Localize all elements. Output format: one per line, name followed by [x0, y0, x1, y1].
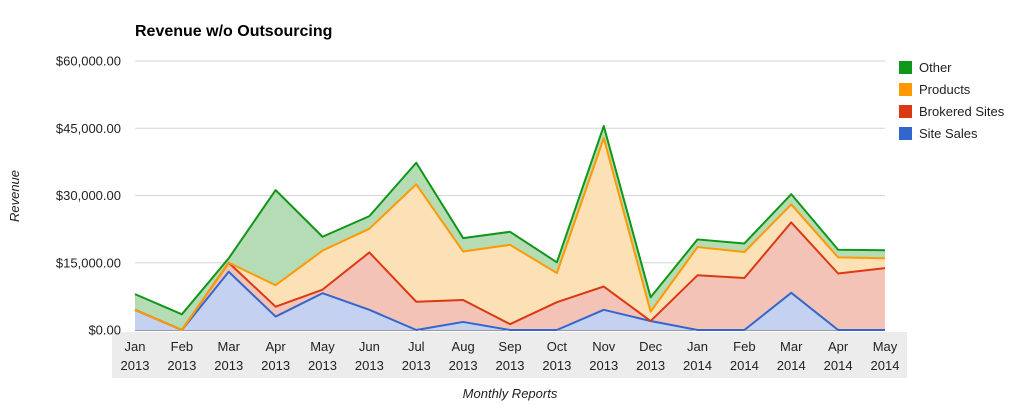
area-products: [135, 138, 885, 330]
legend-label: Site Sales: [919, 126, 978, 141]
x-tick-label-month: Mar: [780, 339, 803, 354]
x-tick-label-month: Oct: [547, 339, 568, 354]
x-tick-label-month: Mar: [218, 339, 241, 354]
area-site-sales: [135, 271, 885, 330]
x-tick-label-year: 2014: [777, 358, 806, 373]
x-axis-label-band: [112, 332, 907, 378]
x-axis-ticks: Jan 2013 Feb 2013 Mar 2013 Apr 2013 May 2013 Jun 20…: [121, 339, 900, 373]
x-tick-label-month: Jan: [125, 339, 146, 354]
y-tick-label: $0.00: [88, 323, 121, 338]
legend-label: Brokered Sites: [919, 104, 1005, 119]
area-brokered-sites: [135, 222, 885, 330]
x-tick-label-year: 2013: [121, 358, 150, 373]
area-other: [135, 126, 885, 330]
x-tick-label-year: 2013: [449, 358, 478, 373]
legend-swatch: [899, 83, 912, 96]
x-tick-label-year: 2013: [589, 358, 618, 373]
series-lines: [134, 125, 886, 331]
legend: Other Products Brokered Sites Site Sales: [899, 60, 1005, 141]
x-tick-label-month: Jun: [359, 339, 380, 354]
legend-label: Other: [919, 60, 952, 75]
x-tick-label-year: 2014: [871, 358, 900, 373]
x-tick-label-year: 2013: [496, 358, 525, 373]
x-tick-label-month: Nov: [592, 339, 616, 354]
x-tick-label-year: 2013: [355, 358, 384, 373]
legend-swatch: [899, 61, 912, 74]
x-tick-label-year: 2013: [214, 358, 243, 373]
x-tick-label-month: Aug: [452, 339, 475, 354]
y-tick-label: $60,000.00: [56, 54, 121, 69]
x-tick-label-month: Sep: [498, 339, 521, 354]
line-site-sales: [134, 270, 885, 331]
x-tick-label-month: Feb: [733, 339, 755, 354]
y-tick-label: $30,000.00: [56, 188, 121, 203]
x-tick-label-year: 2013: [167, 358, 196, 373]
y-tick-label: $45,000.00: [56, 121, 121, 136]
legend-swatch: [899, 105, 912, 118]
x-tick-label-month: May: [310, 339, 335, 354]
x-tick-label-year: 2013: [636, 358, 665, 373]
x-tick-label-year: 2014: [824, 358, 853, 373]
x-tick-label-month: Jul: [408, 339, 425, 354]
x-tick-label-month: May: [873, 339, 898, 354]
x-tick-label-year: 2014: [730, 358, 759, 373]
chart-title: Revenue w/o Outsourcing: [135, 23, 332, 40]
x-tick-label-year: 2014: [683, 358, 712, 373]
line-products: [134, 137, 886, 331]
x-tick-label-year: 2013: [542, 358, 571, 373]
y-axis-ticks: $0.00 $15,000.00 $30,000.00 $45,000.00 $60,0…: [56, 54, 121, 338]
y-axis-title: Revenue: [7, 170, 22, 222]
x-tick-label-month: Feb: [171, 339, 193, 354]
line-brokered-sites: [134, 221, 886, 331]
x-axis-band: [112, 332, 907, 378]
x-tick-label-year: 2013: [261, 358, 290, 373]
x-axis-title: Monthly Reports: [463, 386, 558, 401]
line-other: [134, 125, 886, 316]
x-tick-label-month: Apr: [828, 339, 849, 354]
x-tick-label-month: Apr: [266, 339, 287, 354]
x-tick-label-year: 2013: [308, 358, 337, 373]
x-tick-label-month: Dec: [639, 339, 663, 354]
x-tick-label-year: 2013: [402, 358, 431, 373]
area-layers: [135, 126, 885, 330]
y-tick-label: $15,000.00: [56, 255, 121, 270]
legend-swatch: [899, 127, 912, 140]
x-tick-label-month: Jan: [687, 339, 708, 354]
legend-label: Products: [919, 82, 971, 97]
